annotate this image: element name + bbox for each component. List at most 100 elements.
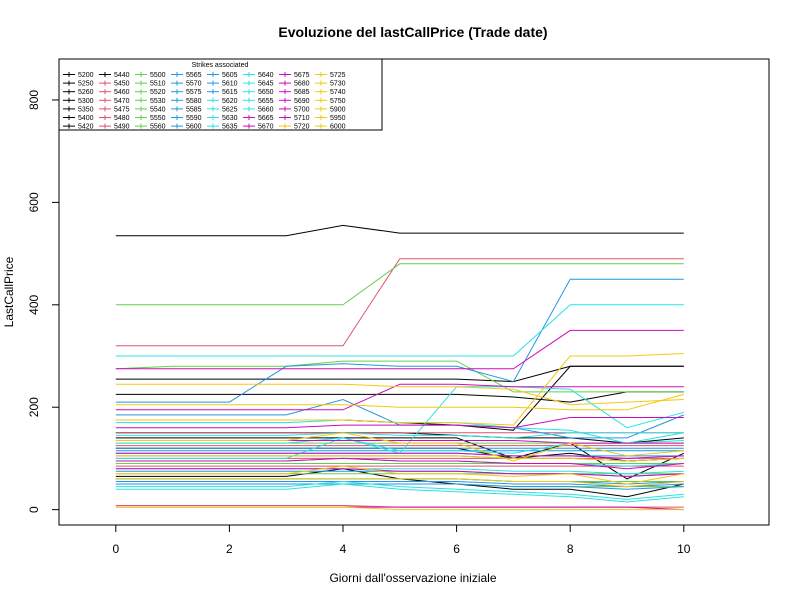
series-line-5200 <box>115 224 684 237</box>
legend-box <box>58 58 383 131</box>
series-line-5725 <box>115 393 684 411</box>
series-line-5660 <box>115 483 684 503</box>
legend-label: 5740 <box>330 89 346 96</box>
legend-label: 5725 <box>330 72 346 79</box>
legend-label: 5480 <box>114 115 130 122</box>
x-tick-label: 10 <box>677 542 691 556</box>
legend-label: 5750 <box>330 98 346 105</box>
series-line-5450 <box>115 258 684 347</box>
legend-label: 5600 <box>186 124 202 131</box>
legend-label: 5700 <box>294 106 310 113</box>
legend-label: 5585 <box>186 106 202 113</box>
legend-label: 5730 <box>330 81 346 88</box>
y-axis-label: LastCallPrice <box>2 256 16 327</box>
series-line-5740 <box>115 432 684 462</box>
series-line-5620 <box>115 304 684 357</box>
legend-label: 6000 <box>330 124 346 131</box>
series-line-5565 <box>115 278 684 403</box>
series-line-5690 <box>115 457 684 470</box>
legend-title: Strikes associated <box>192 62 249 69</box>
legend-label: 5685 <box>294 89 310 96</box>
legend-label: 5660 <box>258 106 274 113</box>
legend-label: 5540 <box>150 106 166 113</box>
y-tick-label: 400 <box>27 294 41 314</box>
series-line-5420 <box>115 447 684 462</box>
x-tick-label: 0 <box>112 542 119 556</box>
legend-label: 5490 <box>114 124 130 131</box>
series-line-5730 <box>115 353 684 426</box>
legend-label: 5720 <box>294 124 310 131</box>
legend-label: 5450 <box>114 81 130 88</box>
series-line-5570 <box>115 398 684 439</box>
legend-label: 5560 <box>150 124 166 131</box>
series-line-5670 <box>115 383 684 411</box>
series-line-5400 <box>115 437 685 480</box>
legend-label: 5500 <box>150 72 166 79</box>
legend-label: 5710 <box>294 115 310 122</box>
legend-label: 5635 <box>222 124 238 131</box>
series-line-5950 <box>115 478 684 488</box>
x-tick-label: 2 <box>226 542 233 556</box>
x-tick-label: 6 <box>453 542 460 556</box>
legend-label: 5510 <box>150 81 166 88</box>
legend-label: 5350 <box>78 106 94 113</box>
legend-label: 5530 <box>150 98 166 105</box>
legend-label: 5260 <box>78 89 94 96</box>
series-line-5655 <box>115 480 684 500</box>
legend-label: 5605 <box>222 72 238 79</box>
x-axis: 0 2 4 6 8 10 <box>112 524 691 556</box>
legend-label: 5675 <box>294 72 310 79</box>
legend-label: 5620 <box>222 98 238 105</box>
series-line-5685 <box>115 452 684 459</box>
chart-title: Evoluzione del lastCallPrice (Trade date… <box>278 24 547 40</box>
series-line-6000 <box>115 506 684 511</box>
legend-label: 5420 <box>78 124 94 131</box>
series-line-5900 <box>115 465 684 485</box>
series-line-5300 <box>115 365 684 431</box>
legend-label: 5470 <box>114 98 130 105</box>
legend-label: 5200 <box>78 72 94 79</box>
legend-label: 5670 <box>258 124 274 131</box>
x-axis-label: Giorni dall'osservazione iniziale <box>329 571 496 585</box>
legend-label: 5590 <box>186 115 202 122</box>
legend-label: 5615 <box>222 89 238 96</box>
series-line-5615 <box>115 483 684 490</box>
legend-label: 5400 <box>78 115 94 122</box>
legend-label: 5300 <box>78 98 94 105</box>
legend-label: 5565 <box>186 72 202 79</box>
legend-label: 5650 <box>258 89 274 96</box>
y-tick-label: 200 <box>27 397 41 417</box>
legend-label: 5580 <box>186 98 202 105</box>
series-line-5630 <box>115 432 684 439</box>
y-tick-label: 800 <box>27 90 41 110</box>
legend-label: 5550 <box>150 115 166 122</box>
x-tick-label: 4 <box>340 542 347 556</box>
y-axis: 0 200 400 600 800 <box>27 90 60 513</box>
legend-label: 5680 <box>294 81 310 88</box>
series-layer <box>115 224 685 511</box>
legend-label: 5640 <box>258 72 274 79</box>
series-line-5610 <box>115 481 684 488</box>
series-line-5665 <box>115 329 684 370</box>
series-line-5625 <box>115 419 684 444</box>
legend-label: 5900 <box>330 106 346 113</box>
x-tick-label: 8 <box>567 542 574 556</box>
series-line-5500 <box>115 263 684 306</box>
legend-label: 5570 <box>186 81 202 88</box>
series-line-5750 <box>115 455 684 462</box>
legend-label: 5655 <box>258 98 274 105</box>
legend-label: 5950 <box>330 115 346 122</box>
legend-label: 5520 <box>150 89 166 96</box>
y-tick-label: 0 <box>27 506 41 513</box>
series-line-5700 <box>115 468 684 477</box>
y-tick-label: 600 <box>27 192 41 212</box>
legend-label: 5475 <box>114 106 130 113</box>
legend-label: 5665 <box>258 115 274 122</box>
legend-label: 5645 <box>258 81 274 88</box>
legend-label: 5575 <box>186 89 202 96</box>
legend-label: 5250 <box>78 81 94 88</box>
series-line-5260 <box>115 391 684 403</box>
legend-label: 5630 <box>222 115 238 122</box>
